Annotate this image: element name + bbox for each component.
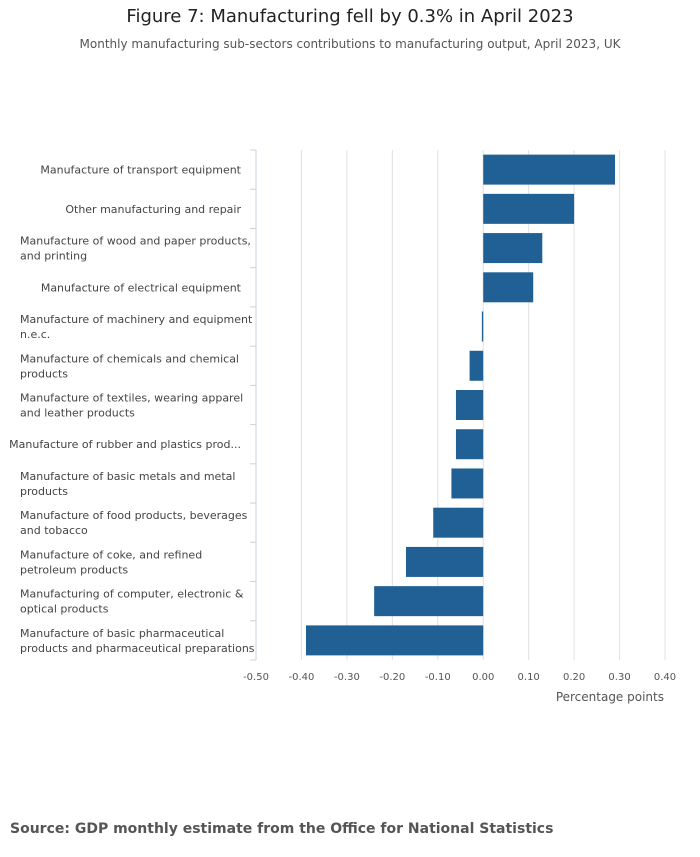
x-tick-label: -0.40 [289, 672, 315, 683]
x-tick-label: -0.50 [243, 672, 269, 683]
x-tick-label: 0.40 [654, 672, 676, 683]
bar[interactable] [483, 233, 543, 264]
category-label: Other manufacturing and repair [65, 203, 241, 216]
bar-chart: Manufacture of transport equipment Other … [9, 149, 676, 704]
category-axis [250, 149, 257, 661]
x-tick-label: 0.10 [518, 672, 540, 683]
bar[interactable] [433, 507, 484, 538]
x-tick-label: -0.10 [425, 672, 451, 683]
category-label: Manufacture of basic pharmaceutical produ… [20, 627, 255, 655]
x-tick-labels: -0.50 -0.40 -0.30 -0.20 -0.10 0.00 0.10 0.20 0.3… [243, 672, 676, 683]
chart-subtitle: Monthly manufacturing sub-sectors contri… [79, 37, 621, 51]
category-label: Manufacture of food products, beverages a… [20, 509, 248, 537]
bar[interactable] [455, 429, 484, 460]
category-label: Manufacture of textiles, wearing apparel… [20, 392, 243, 420]
category-label: Manufacturing of computer, electronic & o… [20, 588, 244, 616]
bar[interactable] [483, 193, 575, 224]
category-label: Manufacture of rubber and plastics prod.… [9, 438, 241, 451]
x-axis-title: Percentage points [556, 690, 664, 704]
bar[interactable] [469, 350, 484, 381]
bar[interactable] [455, 390, 484, 420]
bar[interactable] [305, 625, 484, 656]
bar[interactable] [481, 311, 484, 342]
source-note: Source: GDP monthly estimate from the Of… [10, 821, 554, 837]
category-label: Manufacture of transport equipment [40, 164, 241, 177]
bar[interactable] [483, 272, 534, 303]
x-tick-label: -0.20 [379, 672, 405, 683]
x-tick-label: 0.00 [472, 672, 494, 683]
x-tick-label: -0.30 [334, 672, 360, 683]
category-label: Manufacture of chemicals and chemical pro… [20, 352, 239, 380]
category-label: Manufacture of wood and paper products, a… [20, 235, 251, 263]
x-tick-label: 0.30 [608, 672, 630, 683]
category-labels: Manufacture of transport equipment Other … [9, 164, 255, 655]
category-label: Manufacture of basic metals and metal pro… [20, 470, 235, 498]
category-label: Manufacture of electrical equipment [41, 281, 242, 294]
bars [305, 154, 616, 656]
bar[interactable] [483, 154, 616, 185]
category-label: Manufacture of machinery and equipment n.… [20, 313, 253, 341]
bar[interactable] [374, 586, 484, 617]
bar[interactable] [405, 546, 484, 577]
grid-lines [255, 150, 666, 660]
x-tick-label: 0.20 [563, 672, 585, 683]
chart-title: Figure 7: Manufacturing fell by 0.3% in … [126, 6, 574, 27]
category-label: Manufacture of coke, and refined petroleu… [20, 548, 202, 576]
bar[interactable] [451, 468, 484, 499]
